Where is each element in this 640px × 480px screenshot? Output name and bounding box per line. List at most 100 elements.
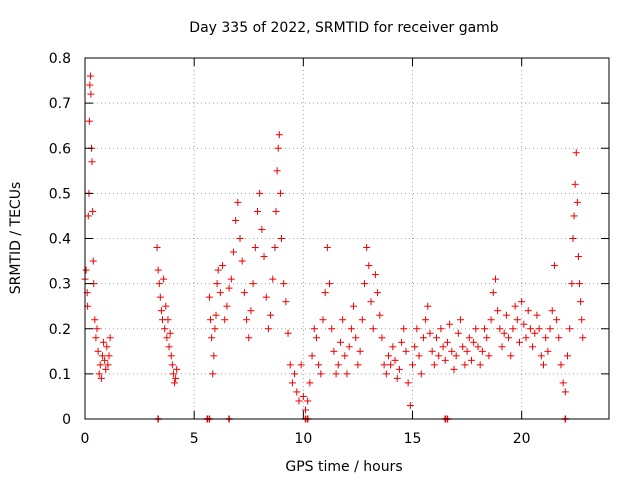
data-point [347,325,355,333]
data-point [509,325,517,333]
data-point [243,316,251,324]
data-point [402,347,410,355]
data-point [358,316,366,324]
data-point [210,352,218,360]
data-point [209,370,217,378]
data-point [548,307,556,315]
data-point [91,316,99,324]
data-point [163,334,171,342]
data-point [398,338,406,346]
data-point [491,275,499,283]
data-point [463,347,471,355]
data-point [167,352,175,360]
data-point [95,370,103,378]
data-point [245,334,253,342]
x-tick-label: 15 [404,431,422,447]
data-point [485,352,493,360]
data-point [537,352,545,360]
data-point [172,374,180,382]
data-point [433,334,441,342]
data-point [555,334,563,342]
data-point [295,397,303,405]
data-point [154,266,162,274]
y-tick-label: 0.4 [49,232,71,248]
data-point [572,149,580,157]
data-point [312,334,320,342]
data-point [518,298,526,306]
data-point [306,379,314,387]
data-point [476,361,484,369]
data-point [173,365,181,373]
data-point [92,334,100,342]
data-point [293,388,301,396]
data-point [330,347,338,355]
data-point [319,316,327,324]
data-point [363,244,371,252]
data-point [336,338,344,346]
data-point [400,325,408,333]
data-point [481,325,489,333]
data-point [288,379,296,387]
data-point [487,316,495,324]
data-point [417,370,425,378]
data-point [374,289,382,297]
y-axis-label: SRMTID / TECUs [8,182,24,295]
data-point [280,280,288,288]
data-point [382,370,390,378]
data-point [430,361,438,369]
data-point [89,207,97,215]
data-point [439,343,447,351]
data-point [171,379,179,387]
data-point [89,257,97,265]
data-point [411,343,419,351]
data-point [531,329,539,337]
data-point [326,280,334,288]
data-point [315,361,323,369]
plot-area-border [84,57,610,420]
data-point [461,361,469,369]
data-point [93,325,101,333]
data-point [483,334,491,342]
data-point [507,352,515,360]
data-point [86,72,94,80]
data-point [515,338,523,346]
data-point [579,334,587,342]
data-point [371,271,379,279]
data-point [213,280,221,288]
data-point [511,302,519,310]
data-point [100,338,108,346]
data-point [533,311,541,319]
gridlines [85,58,609,419]
data-point [238,257,246,265]
data-point [380,361,388,369]
data-point [505,334,513,342]
data-point [526,325,534,333]
data-point [457,316,465,324]
data-point [573,198,581,206]
data-point [369,325,377,333]
data-point [437,325,445,333]
data-point [529,343,537,351]
data-point [260,253,268,261]
data-point [352,334,360,342]
data-point [87,90,95,98]
data-point [544,347,552,355]
data-point [557,361,565,369]
y-tick-label: 0.8 [49,51,71,67]
data-point [104,361,112,369]
data-point [86,81,94,89]
data-point [566,325,574,333]
data-point [376,311,384,319]
data-point [422,316,430,324]
data-point [82,266,90,274]
data-point [214,266,222,274]
data-point [273,167,281,175]
data-point [88,158,96,166]
data-point [269,275,277,283]
data-point [391,356,399,364]
data-point [561,388,569,396]
data-point [282,298,290,306]
data-point [278,235,285,242]
data-point [223,302,231,310]
